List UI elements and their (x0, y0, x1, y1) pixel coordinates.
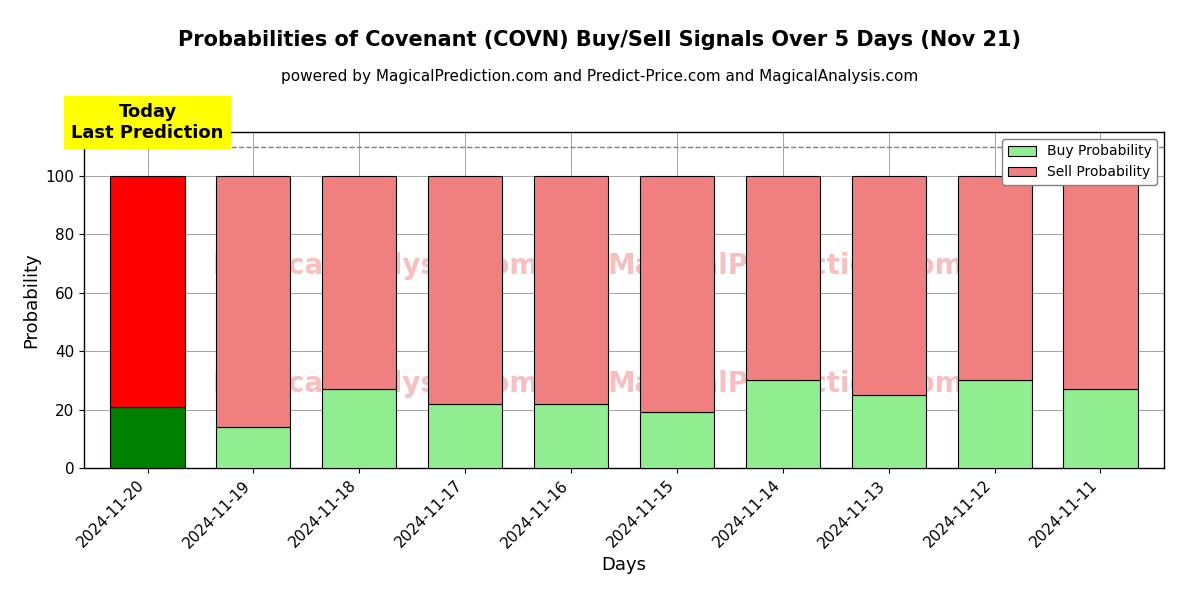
Bar (216, 427, 290, 468)
Y-axis label: Probability: Probability (22, 252, 40, 348)
Text: MagicalPrediction.com: MagicalPrediction.com (607, 370, 965, 398)
Bar (958, 176, 1032, 380)
Bar (852, 395, 925, 468)
Bar (323, 389, 396, 468)
Bar (428, 176, 503, 404)
Bar (428, 404, 503, 468)
Bar (745, 176, 820, 380)
Bar (958, 380, 1032, 468)
Text: MagicalPrediction.com: MagicalPrediction.com (607, 253, 965, 280)
Text: powered by MagicalPrediction.com and Predict-Price.com and MagicalAnalysis.com: powered by MagicalPrediction.com and Pre… (281, 69, 919, 84)
Bar (110, 407, 185, 468)
Bar (640, 176, 714, 412)
Bar (534, 176, 608, 404)
Bar (1063, 389, 1138, 468)
Bar (323, 176, 396, 389)
Bar (745, 380, 820, 468)
Bar (1063, 176, 1138, 389)
Text: Today
Last Prediction: Today Last Prediction (71, 103, 223, 142)
Legend: Buy Probability, Sell Probability: Buy Probability, Sell Probability (1002, 139, 1157, 185)
Bar (640, 412, 714, 468)
Bar (534, 404, 608, 468)
Text: Probabilities of Covenant (COVN) Buy/Sell Signals Over 5 Days (Nov 21): Probabilities of Covenant (COVN) Buy/Sel… (179, 30, 1021, 50)
Text: MagicalAnalysis.com: MagicalAnalysis.com (212, 253, 539, 280)
Bar (216, 176, 290, 427)
Text: MagicalAnalysis.com: MagicalAnalysis.com (212, 370, 539, 398)
Bar (852, 176, 925, 395)
Bar (110, 176, 185, 407)
X-axis label: Days: Days (601, 556, 647, 574)
